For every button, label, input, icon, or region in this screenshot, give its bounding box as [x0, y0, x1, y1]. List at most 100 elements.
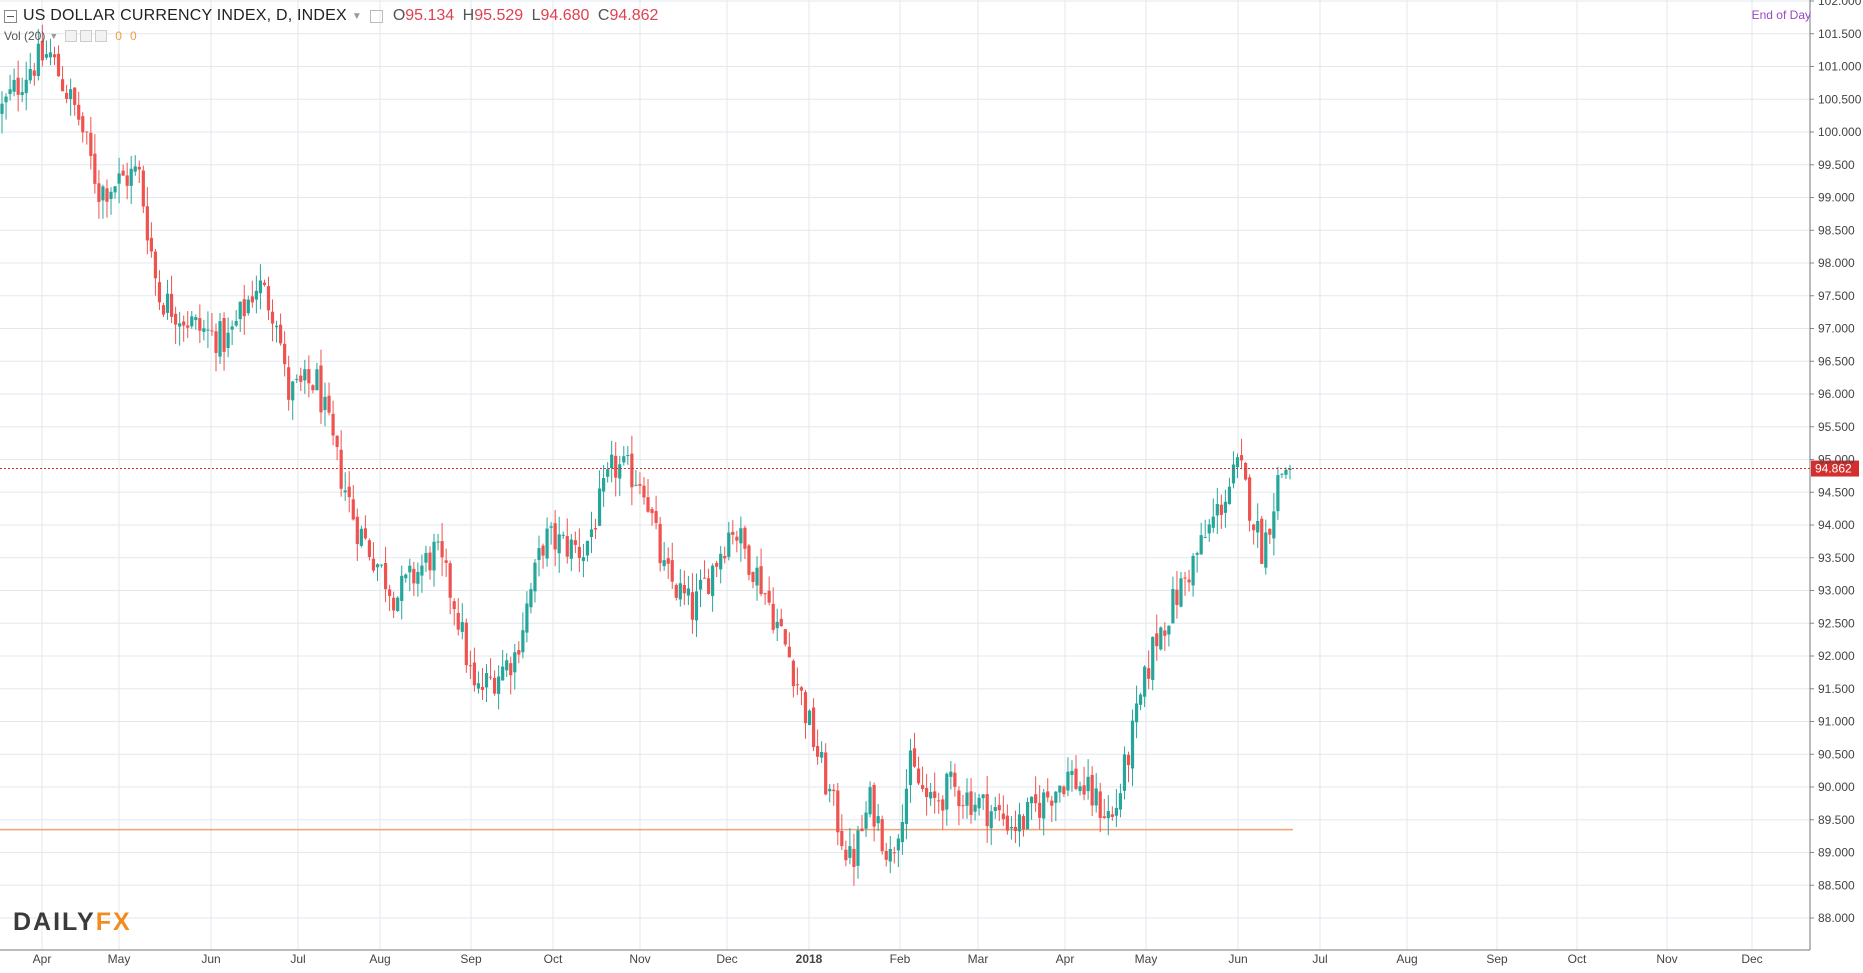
candle-body: [262, 282, 267, 285]
candle-body: [1070, 770, 1074, 775]
candle-body: [1276, 475, 1280, 512]
candle-body: [795, 684, 800, 686]
y-tick-label: 97.500: [1818, 289, 1855, 303]
y-tick-label: 96.000: [1818, 387, 1855, 401]
candle-body: [432, 541, 436, 571]
candle-body: [626, 455, 630, 457]
y-tick-label: 99.000: [1818, 191, 1855, 205]
y-axis[interactable]: 88.000 88.500 89.000 89.500 90.000 90.500 91.0…: [1809, 0, 1862, 950]
x-tick-label: Jun: [201, 952, 220, 966]
candle-body: [89, 132, 93, 156]
candle-body: [319, 365, 323, 413]
volume-ma-value: 0: [129, 29, 137, 43]
candle-body: [210, 330, 214, 332]
candle-body: [912, 748, 917, 767]
candle-body: [266, 286, 271, 311]
candle-body: [606, 469, 610, 477]
candle-body: [4, 96, 8, 103]
candle-body: [1139, 694, 1143, 705]
close-icon[interactable]: [95, 30, 108, 42]
y-tick-label: 96.500: [1818, 354, 1855, 368]
candle-body: [169, 293, 174, 317]
y-tick-label: 97.000: [1818, 322, 1855, 336]
candle-body: [799, 687, 804, 691]
candle-body: [1187, 579, 1191, 583]
candle-body: [1025, 801, 1030, 830]
candle-body: [682, 585, 686, 594]
candle-body: [246, 299, 250, 314]
candle-body: [1207, 524, 1211, 534]
x-tick-label: Mar: [968, 952, 989, 966]
candle-body: [662, 560, 666, 567]
candle-body: [969, 791, 973, 815]
candle-body: [787, 646, 791, 658]
candle-body: [1272, 511, 1276, 539]
candle-body: [1078, 786, 1082, 792]
collapse-icon[interactable]: [4, 9, 17, 23]
candle-body: [844, 849, 848, 861]
x-tick-label: Jul: [1312, 952, 1327, 966]
candle-body: [521, 630, 525, 653]
candle-body: [811, 707, 816, 748]
end-of-day-label[interactable]: End of Day: [1751, 8, 1811, 22]
candle-body: [706, 578, 711, 594]
candle-body: [379, 564, 384, 566]
candle-body: [1256, 521, 1260, 533]
candle-body: [759, 566, 763, 594]
candle-body: [315, 369, 319, 391]
candle-body: [1005, 815, 1009, 831]
candle-body: [468, 665, 472, 667]
candle-body: [44, 54, 49, 58]
candle-body: [1288, 468, 1292, 470]
candle-body: [69, 89, 73, 100]
candle-body: [456, 612, 460, 630]
candle-body: [900, 822, 904, 843]
source-icon[interactable]: [80, 30, 93, 42]
candle-body: [1017, 814, 1022, 832]
candle-body: [1151, 636, 1155, 680]
candle-body: [731, 531, 735, 535]
candle-body: [8, 89, 12, 94]
candle-body: [218, 321, 222, 357]
volume-indicator[interactable]: Vol (20) ▼ 0 0: [4, 29, 137, 43]
candle-body: [888, 848, 892, 862]
high-value: 95.529: [474, 7, 524, 24]
candle-body: [97, 183, 101, 202]
candle-body: [343, 490, 347, 493]
candle-body: [1013, 826, 1018, 831]
candle-body: [634, 484, 638, 486]
candle-body: [254, 290, 258, 300]
candle-body: [1159, 627, 1163, 650]
candle-body: [715, 562, 719, 567]
candle-body: [174, 313, 178, 325]
candle-body: [1094, 788, 1098, 806]
candle-body: [783, 629, 787, 645]
candle-body: [537, 548, 541, 560]
candle-body: [1086, 776, 1090, 792]
candle-body: [157, 282, 162, 303]
candle-body: [678, 583, 682, 600]
candle-body: [480, 686, 485, 690]
candle-body: [0, 103, 4, 114]
candle-body: [1223, 501, 1227, 513]
candle-body: [1021, 816, 1026, 830]
chevron-down-icon[interactable]: ▼: [351, 10, 362, 22]
dailyfx-logo: DAILYFX: [13, 908, 132, 936]
candle-body: [791, 660, 795, 687]
candle-body: [149, 237, 153, 252]
candle-body: [541, 545, 545, 556]
candle-body: [311, 385, 315, 391]
candle-body: [278, 324, 283, 344]
symbol-title[interactable]: US DOLLAR CURRENCY INDEX, D, INDEX: [23, 7, 347, 24]
settings-icon[interactable]: [65, 30, 78, 42]
chevron-down-icon[interactable]: ▼: [49, 31, 59, 41]
visibility-icon[interactable]: [369, 9, 383, 23]
candle-body: [202, 328, 206, 332]
candle-body: [589, 529, 594, 538]
x-tick-label: Apr: [33, 952, 52, 966]
candle-body: [198, 318, 202, 331]
x-axis[interactable]: Apr May Jun Jul Aug Sep Oct Nov Dec 2018 Feb Mar Apr…: [0, 949, 1810, 966]
y-tick-label: 101.500: [1818, 27, 1862, 41]
candle-body: [1090, 774, 1094, 806]
